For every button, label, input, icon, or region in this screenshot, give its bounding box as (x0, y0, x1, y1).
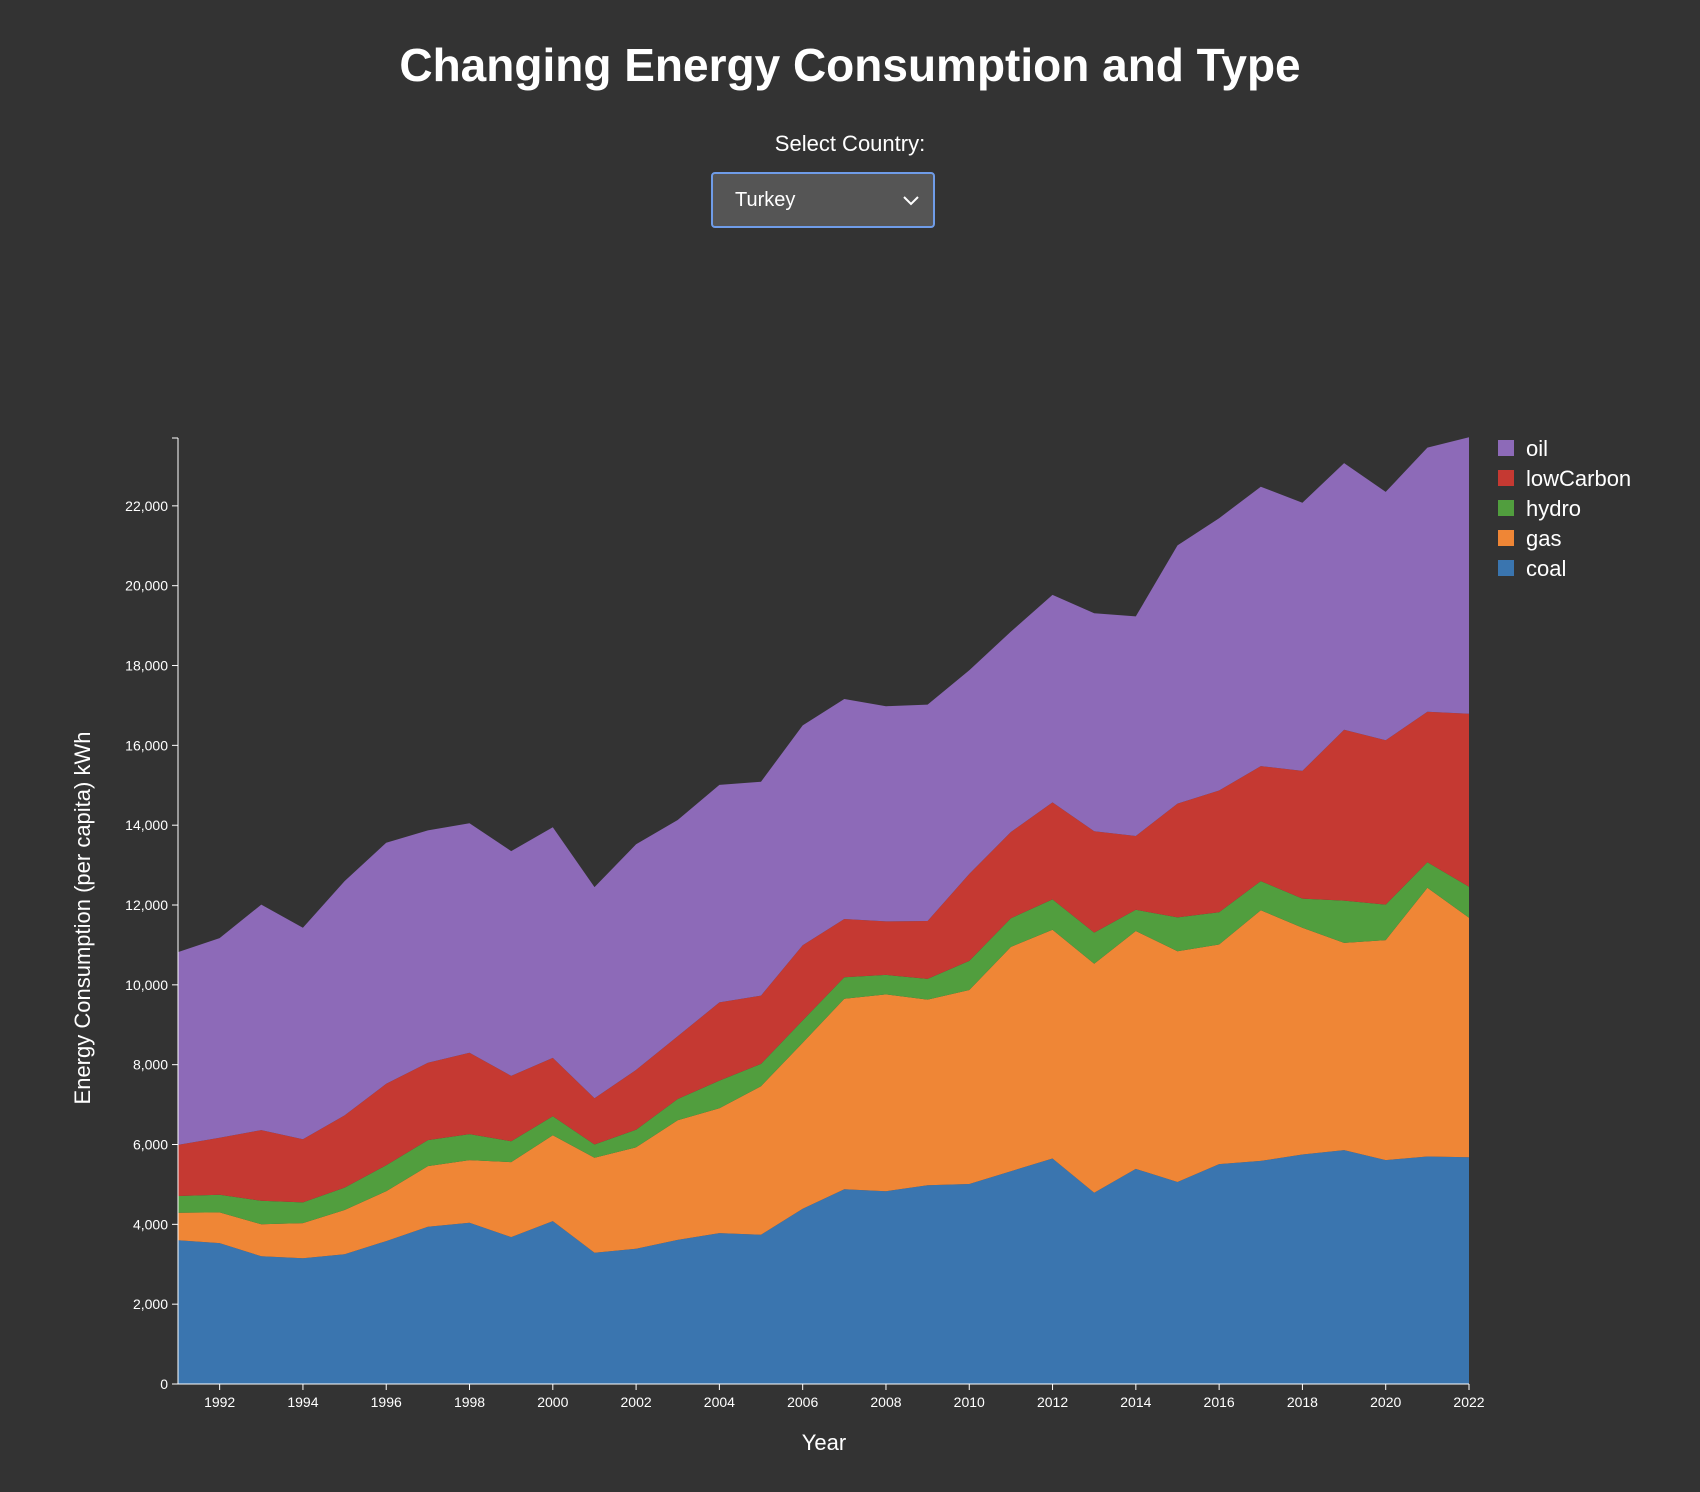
y-tick: 0 (160, 1376, 178, 1392)
x-tick-label: 2008 (870, 1394, 901, 1410)
x-axis-label: Year (802, 1430, 846, 1455)
legend-item-coal: coal (1498, 556, 1566, 581)
y-tick: 18,000 (125, 658, 178, 674)
x-tick: 2018 (1287, 1384, 1318, 1410)
x-tick: 2020 (1370, 1384, 1401, 1410)
y-tick-label: 12,000 (125, 897, 168, 913)
y-tick: 14,000 (125, 817, 178, 833)
chart-title: Changing Energy Consumption and Type (399, 39, 1301, 91)
x-tick-label: 2016 (1204, 1394, 1235, 1410)
x-tick-label: 1994 (287, 1394, 318, 1410)
y-tick: 8,000 (133, 1057, 178, 1073)
y-tick-label: 4,000 (133, 1216, 168, 1232)
y-tick-label: 0 (160, 1376, 168, 1392)
x-tick: 2010 (954, 1384, 985, 1410)
legend-swatch (1498, 500, 1514, 516)
legend-label: hydro (1526, 496, 1581, 521)
x-tick: 2002 (621, 1384, 652, 1410)
y-tick: 10,000 (125, 977, 178, 993)
legend-item-lowCarbon: lowCarbon (1498, 466, 1631, 491)
area-coal (178, 1150, 1469, 1384)
x-tick-label: 2004 (704, 1394, 735, 1410)
chevron-down-icon (903, 196, 919, 206)
x-tick: 1996 (371, 1384, 402, 1410)
legend-label: oil (1526, 436, 1548, 461)
x-tick: 2008 (870, 1384, 902, 1410)
legend-swatch (1498, 440, 1514, 456)
area-gas (178, 887, 1469, 1259)
y-axis: 0 2,000 4,000 6,000 8,000 10,000 12,000 14,000 1… (125, 437, 179, 1392)
x-tick-label: 2002 (621, 1394, 652, 1410)
x-tick: 1998 (454, 1384, 485, 1410)
y-tick: 6,000 (133, 1137, 178, 1153)
legend-item-oil: oil (1498, 436, 1548, 461)
y-tick-label: 22,000 (125, 498, 168, 514)
y-tick: 22,000 (125, 498, 178, 514)
x-tick-label: 2000 (537, 1394, 568, 1410)
x-axis: 1992 1994 1996 1998 2000 2002 2004 2006 2008 2010… (178, 1383, 1485, 1410)
x-tick: 2022 (1453, 1384, 1485, 1410)
y-tick-label: 2,000 (133, 1296, 168, 1312)
y-tick: 2,000 (133, 1296, 178, 1312)
y-tick: 20,000 (125, 578, 178, 594)
x-tick-label: 2022 (1453, 1394, 1484, 1410)
x-tick: 2012 (1037, 1384, 1068, 1410)
x-tick-label: 2010 (954, 1394, 985, 1410)
y-tick-label: 16,000 (125, 737, 168, 753)
y-tick: 12,000 (125, 897, 178, 913)
x-tick-label: 2006 (787, 1394, 818, 1410)
x-tick-label: 2012 (1037, 1394, 1068, 1410)
x-tick-label: 1996 (371, 1394, 402, 1410)
y-axis-label: Energy Consumption (per capita) kWh (70, 732, 95, 1105)
x-tick-label: 1992 (204, 1394, 235, 1410)
area-layers (178, 437, 1469, 1384)
country-select-value: Turkey (735, 188, 796, 211)
legend-label: coal (1526, 556, 1566, 581)
country-select[interactable]: Turkey (711, 172, 935, 228)
y-tick-label: 18,000 (125, 658, 168, 674)
legend-swatch (1498, 470, 1514, 486)
country-select-label: Select Country: (774, 131, 926, 156)
x-tick: 2006 (787, 1384, 818, 1410)
area-oil (178, 437, 1469, 1145)
x-tick-label: 2018 (1287, 1394, 1318, 1410)
legend-item-hydro: hydro (1498, 496, 1581, 521)
x-tick: 1994 (287, 1384, 319, 1410)
legend-swatch (1498, 560, 1514, 576)
area-lowCarbon (178, 711, 1469, 1203)
y-tick: 4,000 (133, 1216, 178, 1232)
x-tick: 2014 (1120, 1384, 1152, 1410)
y-tick-label: 10,000 (125, 977, 168, 993)
y-tick-label: 20,000 (125, 578, 168, 594)
legend-label: gas (1526, 526, 1561, 551)
legend: oil lowCarbon hydro gas coal (1498, 436, 1631, 581)
legend-item-gas: gas (1498, 526, 1561, 551)
legend-label: lowCarbon (1526, 466, 1631, 491)
x-tick-label: 1998 (454, 1394, 485, 1410)
legend-swatch (1498, 530, 1514, 546)
x-tick: 1992 (204, 1384, 235, 1410)
y-tick-label: 6,000 (133, 1137, 168, 1153)
y-tick-label: 14,000 (125, 817, 168, 833)
y-tick-label: 8,000 (133, 1057, 168, 1073)
x-tick: 2016 (1204, 1384, 1235, 1410)
x-tick: 2004 (704, 1384, 735, 1410)
y-tick: 16,000 (125, 737, 178, 753)
x-tick-label: 2020 (1370, 1394, 1401, 1410)
x-tick: 2000 (537, 1384, 569, 1410)
x-tick-label: 2014 (1120, 1394, 1151, 1410)
